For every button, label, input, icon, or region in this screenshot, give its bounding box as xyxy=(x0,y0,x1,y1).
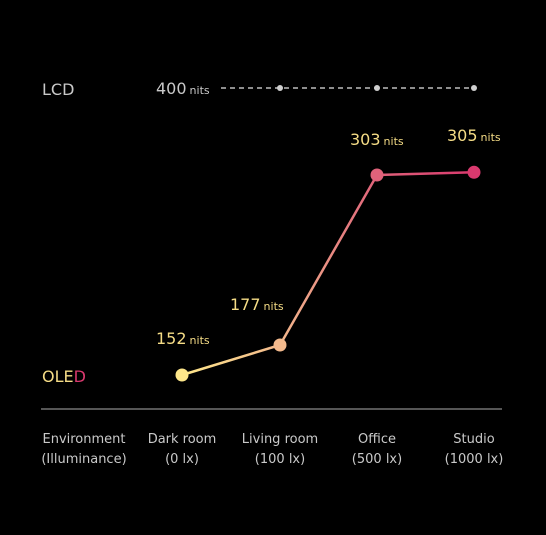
oled-data-label-1: 177 nits xyxy=(230,295,284,314)
series-label-lcd: LCD xyxy=(42,80,74,99)
x-tick-label-2: Office xyxy=(358,432,396,447)
oled-data-label-value-0: 152 xyxy=(156,329,187,348)
x-axis-header-line1: Environment xyxy=(42,432,125,447)
oled-point-3 xyxy=(467,165,481,179)
oled-point-1 xyxy=(273,338,287,352)
oled-series-line xyxy=(181,171,475,377)
x-tick-label-1: Living room xyxy=(242,432,318,447)
oled-data-label-value-3: 305 xyxy=(447,126,478,145)
oled-data-label-unit-3: nits xyxy=(481,131,501,144)
oled-data-label-0: 152 nits xyxy=(156,329,210,348)
lcd-point-1 xyxy=(277,85,283,91)
lcd-data-label-unit: nits xyxy=(190,84,210,97)
series-label-oled-part1: OLE xyxy=(42,367,74,386)
x-tick-label-0: Dark room xyxy=(148,432,217,447)
oled-data-label-unit-1: nits xyxy=(264,300,284,313)
oled-data-label-unit-0: nits xyxy=(190,334,210,347)
lcd-point-2 xyxy=(374,85,380,91)
x-tick-sublabel-3: (1000 lx) xyxy=(445,452,504,467)
lcd-data-label-value: 400 xyxy=(156,79,187,98)
oled-point-0 xyxy=(175,368,189,382)
x-tick-sublabel-1: (100 lx) xyxy=(255,452,305,467)
x-tick-sublabel-2: (500 lx) xyxy=(352,452,402,467)
lcd-point-3 xyxy=(471,85,477,91)
oled-data-label-unit-2: nits xyxy=(384,135,404,148)
oled-data-label-3: 305 nits xyxy=(447,126,501,145)
oled-data-label-2: 303 nits xyxy=(350,130,404,149)
series-label-oled: OLED xyxy=(42,367,86,386)
oled-data-label-value-2: 303 xyxy=(350,130,381,149)
x-tick-label-3: Studio xyxy=(453,432,494,447)
oled-data-label-value-1: 177 xyxy=(230,295,261,314)
lcd-data-label: 400 nits xyxy=(156,79,210,98)
series-label-oled-part2: D xyxy=(74,367,86,386)
x-tick-sublabel-0: (0 lx) xyxy=(165,452,199,467)
x-axis-header-line2: (Illuminance) xyxy=(41,452,126,467)
oled-point-2 xyxy=(370,168,384,182)
